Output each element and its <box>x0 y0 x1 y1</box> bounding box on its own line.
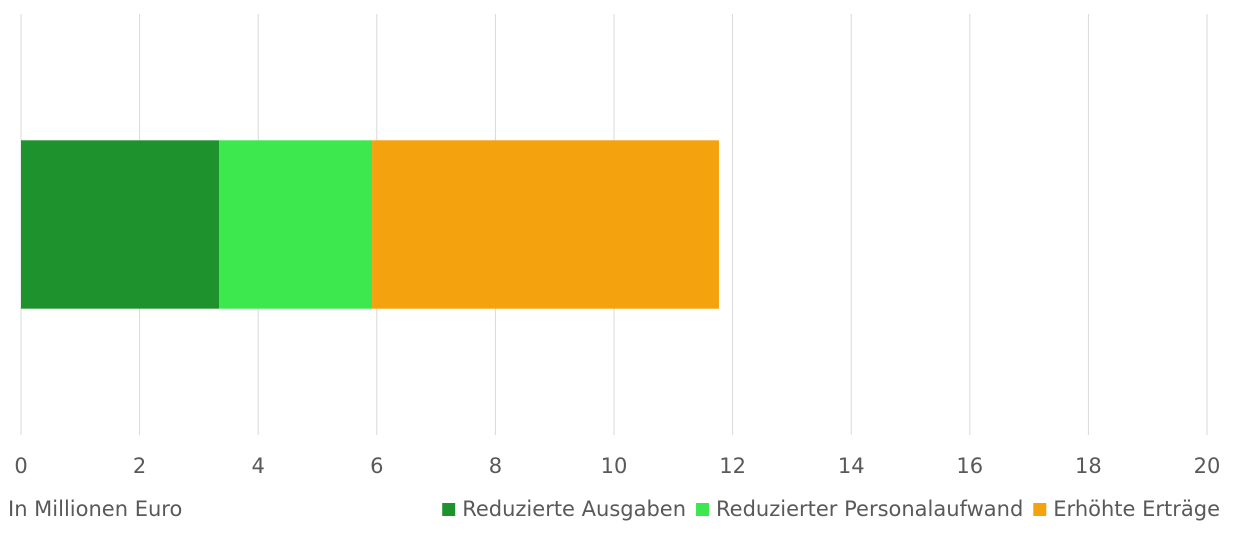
bar <box>372 140 719 309</box>
legend-label: Reduzierte Ausgaben <box>462 497 686 521</box>
x-tick-label: 6 <box>370 454 383 478</box>
x-tick-label: 18 <box>1075 454 1102 478</box>
x-tick-label: 10 <box>601 454 628 478</box>
legend-swatch <box>696 503 710 516</box>
legend-swatch <box>1033 503 1047 516</box>
x-tick-label: 16 <box>956 454 983 478</box>
x-tick-label: 0 <box>14 454 27 478</box>
x-tick-label: 8 <box>489 454 502 478</box>
x-tick-label: 4 <box>252 454 265 478</box>
x-tick-label: 20 <box>1194 454 1221 478</box>
bar <box>219 140 373 309</box>
legend-swatch <box>442 503 456 516</box>
x-axis-label: In Millionen Euro <box>8 497 182 521</box>
x-tick-label: 14 <box>838 454 865 478</box>
x-tick-label: 2 <box>133 454 146 478</box>
legend-label: Erhöhte Erträge <box>1053 497 1220 521</box>
x-tick-label: 12 <box>719 454 746 478</box>
legend-label: Reduzierter Personalaufwand <box>716 497 1023 521</box>
bar <box>21 140 220 309</box>
